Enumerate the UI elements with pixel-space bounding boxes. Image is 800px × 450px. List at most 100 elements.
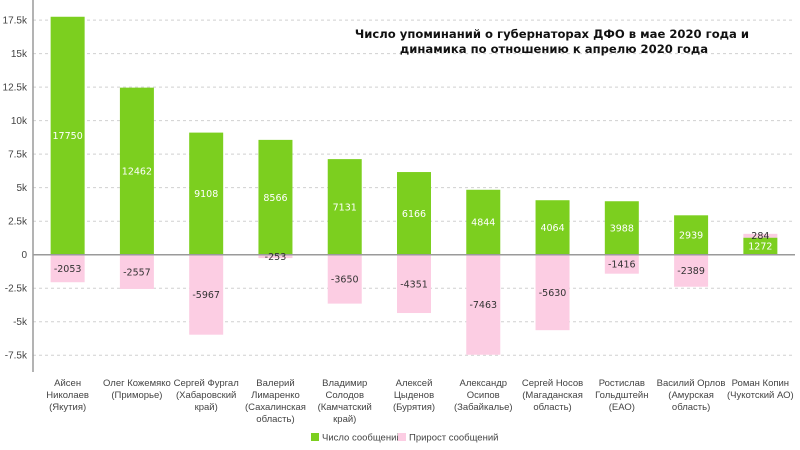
data-label-messages: 9108 — [194, 189, 218, 200]
y-tick-label: -5k — [13, 317, 28, 328]
data-label-messages: 8566 — [263, 193, 287, 204]
data-label-messages: 3988 — [610, 223, 634, 234]
bar-growth — [189, 254, 224, 335]
bar-messages — [50, 16, 85, 255]
x-category-label-line: край) — [333, 414, 356, 425]
x-category-label-line: область) — [256, 414, 294, 425]
x-category-label-line: Роман Копин — [732, 378, 789, 389]
x-category-label-line: (Забайкалье) — [454, 402, 513, 413]
bar-messages — [258, 139, 293, 255]
data-label-messages: 4064 — [540, 223, 564, 234]
x-category-label-line: Ростислав — [599, 378, 645, 389]
x-category-label-line: Владимир — [322, 378, 367, 389]
x-category-label-line: (ЕАО) — [609, 402, 635, 413]
y-tick-label: 0 — [21, 250, 27, 261]
y-tick-label: 15k — [11, 49, 28, 60]
data-label-growth: -7463 — [469, 300, 497, 311]
y-tick-label: -2.5k — [5, 284, 28, 295]
x-category-label-line: Солодов — [325, 390, 364, 401]
bar-messages — [466, 189, 501, 255]
bar-messages — [604, 201, 639, 255]
x-category-label: Валерий Лимаренко (Сахалинская область) — [245, 378, 306, 425]
x-category-label-line: (Амурская — [668, 390, 714, 401]
x-category-label: Роман Копин (Чукотский АО) — [727, 378, 794, 401]
bar-growth — [604, 254, 639, 274]
data-label-growth: -3650 — [331, 275, 359, 286]
bar-messages — [674, 215, 709, 255]
x-category-label-line: область) — [533, 402, 571, 413]
data-label-growth: -1416 — [608, 260, 636, 271]
bar-growth — [535, 254, 570, 331]
bar-growth — [743, 233, 778, 238]
x-category-label: Александр Осипов (Забайкалье) — [454, 378, 513, 413]
data-label-growth: -5967 — [192, 290, 220, 301]
x-category-label: Сергей Фургал (Хабаровский край) — [174, 378, 239, 413]
x-category-label-line: Николаев — [46, 390, 89, 401]
x-category-label-line: (Камчатский — [318, 402, 372, 413]
x-category-label-line: Айсен — [54, 378, 81, 389]
bar-growth — [674, 254, 709, 287]
data-label-messages: 12462 — [122, 167, 152, 178]
bar-messages — [397, 172, 431, 255]
y-tick-label: 17.5k — [3, 16, 28, 27]
data-label-growth: -2053 — [54, 264, 82, 275]
legend-item-growth[interactable]: Прирост сообщений — [398, 433, 498, 444]
bar-messages — [743, 237, 778, 255]
bar-growth — [397, 254, 431, 314]
x-category-label-line: Осипов — [467, 390, 500, 401]
x-category-label-line: Гольдштейн — [595, 390, 648, 401]
data-label-messages: 1272 — [748, 242, 772, 253]
data-labels: 17750 -2053 12462 -2557 9108 -5967 8566 -253 713… — [53, 131, 773, 311]
x-category-label-line: Лимаренко — [251, 390, 300, 401]
x-category-label-line: (Магаданская — [522, 390, 583, 401]
data-label-growth: 284 — [751, 231, 769, 242]
bar-growth — [466, 254, 501, 355]
data-label-growth: -253 — [265, 252, 287, 263]
x-category-label: Олег Кожемяко (Приморье) — [103, 378, 171, 401]
data-label-growth: -2389 — [677, 266, 705, 277]
data-label-growth: -5630 — [539, 288, 567, 299]
chart-title-line-1: Число упоминаний о губернаторах ДФО в ма… — [355, 27, 749, 41]
data-label-growth: -2557 — [123, 267, 151, 278]
bar-messages — [189, 132, 224, 255]
y-tick-label: 2.5k — [8, 217, 28, 228]
legend-label: Число сообщений — [322, 433, 402, 444]
y-axis-tick-labels: 17.5k 15k 12.5k 10k 7.5k 5k 2.5k 0 -2.5k -5k -7.5k — [3, 16, 28, 362]
y-tick-label: 5k — [16, 183, 28, 194]
data-label-messages: 2939 — [679, 231, 703, 242]
data-label-messages: 17750 — [53, 131, 83, 142]
x-category-label-line: (Бурятия) — [393, 402, 435, 413]
bar-growth — [327, 254, 362, 304]
x-category-label-line: Цыденов — [394, 390, 434, 401]
y-tick-label: 10k — [11, 116, 28, 127]
legend-item-messages[interactable]: Число сообщений — [311, 433, 402, 444]
x-category-label: Ростислав Гольдштейн (ЕАО) — [595, 378, 648, 413]
x-category-label-line: (Чукотский АО) — [727, 390, 794, 401]
x-category-label-line: Олег Кожемяко — [103, 378, 171, 389]
bar-messages — [119, 87, 154, 255]
y-tick-label: 7.5k — [8, 150, 28, 161]
x-category-label: Владимир Солодов (Камчатский край) — [318, 378, 372, 425]
x-category-label-line: Александр — [459, 378, 507, 389]
data-label-messages: 6166 — [402, 209, 426, 220]
data-label-messages: 4844 — [471, 218, 495, 229]
chart-title-line-2: динамика по отношению к апрелю 2020 года — [400, 42, 708, 56]
legend-swatch — [311, 433, 319, 441]
legend-swatch — [398, 433, 406, 441]
x-category-label-line: Сергей Носов — [522, 378, 583, 389]
axes — [32, 0, 795, 372]
x-category-label: Сергей Носов (Магаданская область) — [522, 378, 583, 413]
x-category-label-line: (Приморье) — [111, 390, 162, 401]
legend: Число сообщений Прирост сообщений — [311, 433, 498, 444]
x-category-label: Алексей Цыденов (Бурятия) — [393, 378, 435, 413]
y-tick-label: 12.5k — [3, 83, 28, 94]
bars — [50, 16, 778, 355]
x-axis-category-labels: Айсен Николаев (Якутия) Олег Кожемяко (Примо… — [46, 378, 793, 425]
chart-title: Число упоминаний о губернаторах ДФО в ма… — [355, 27, 753, 56]
x-category-label-line: (Сахалинская — [245, 402, 306, 413]
bar-messages — [535, 200, 570, 255]
x-category-label-line: край) — [195, 402, 218, 413]
x-category-label-line: Сергей Фургал — [174, 378, 239, 389]
x-category-label-line: Валерий — [256, 378, 294, 389]
